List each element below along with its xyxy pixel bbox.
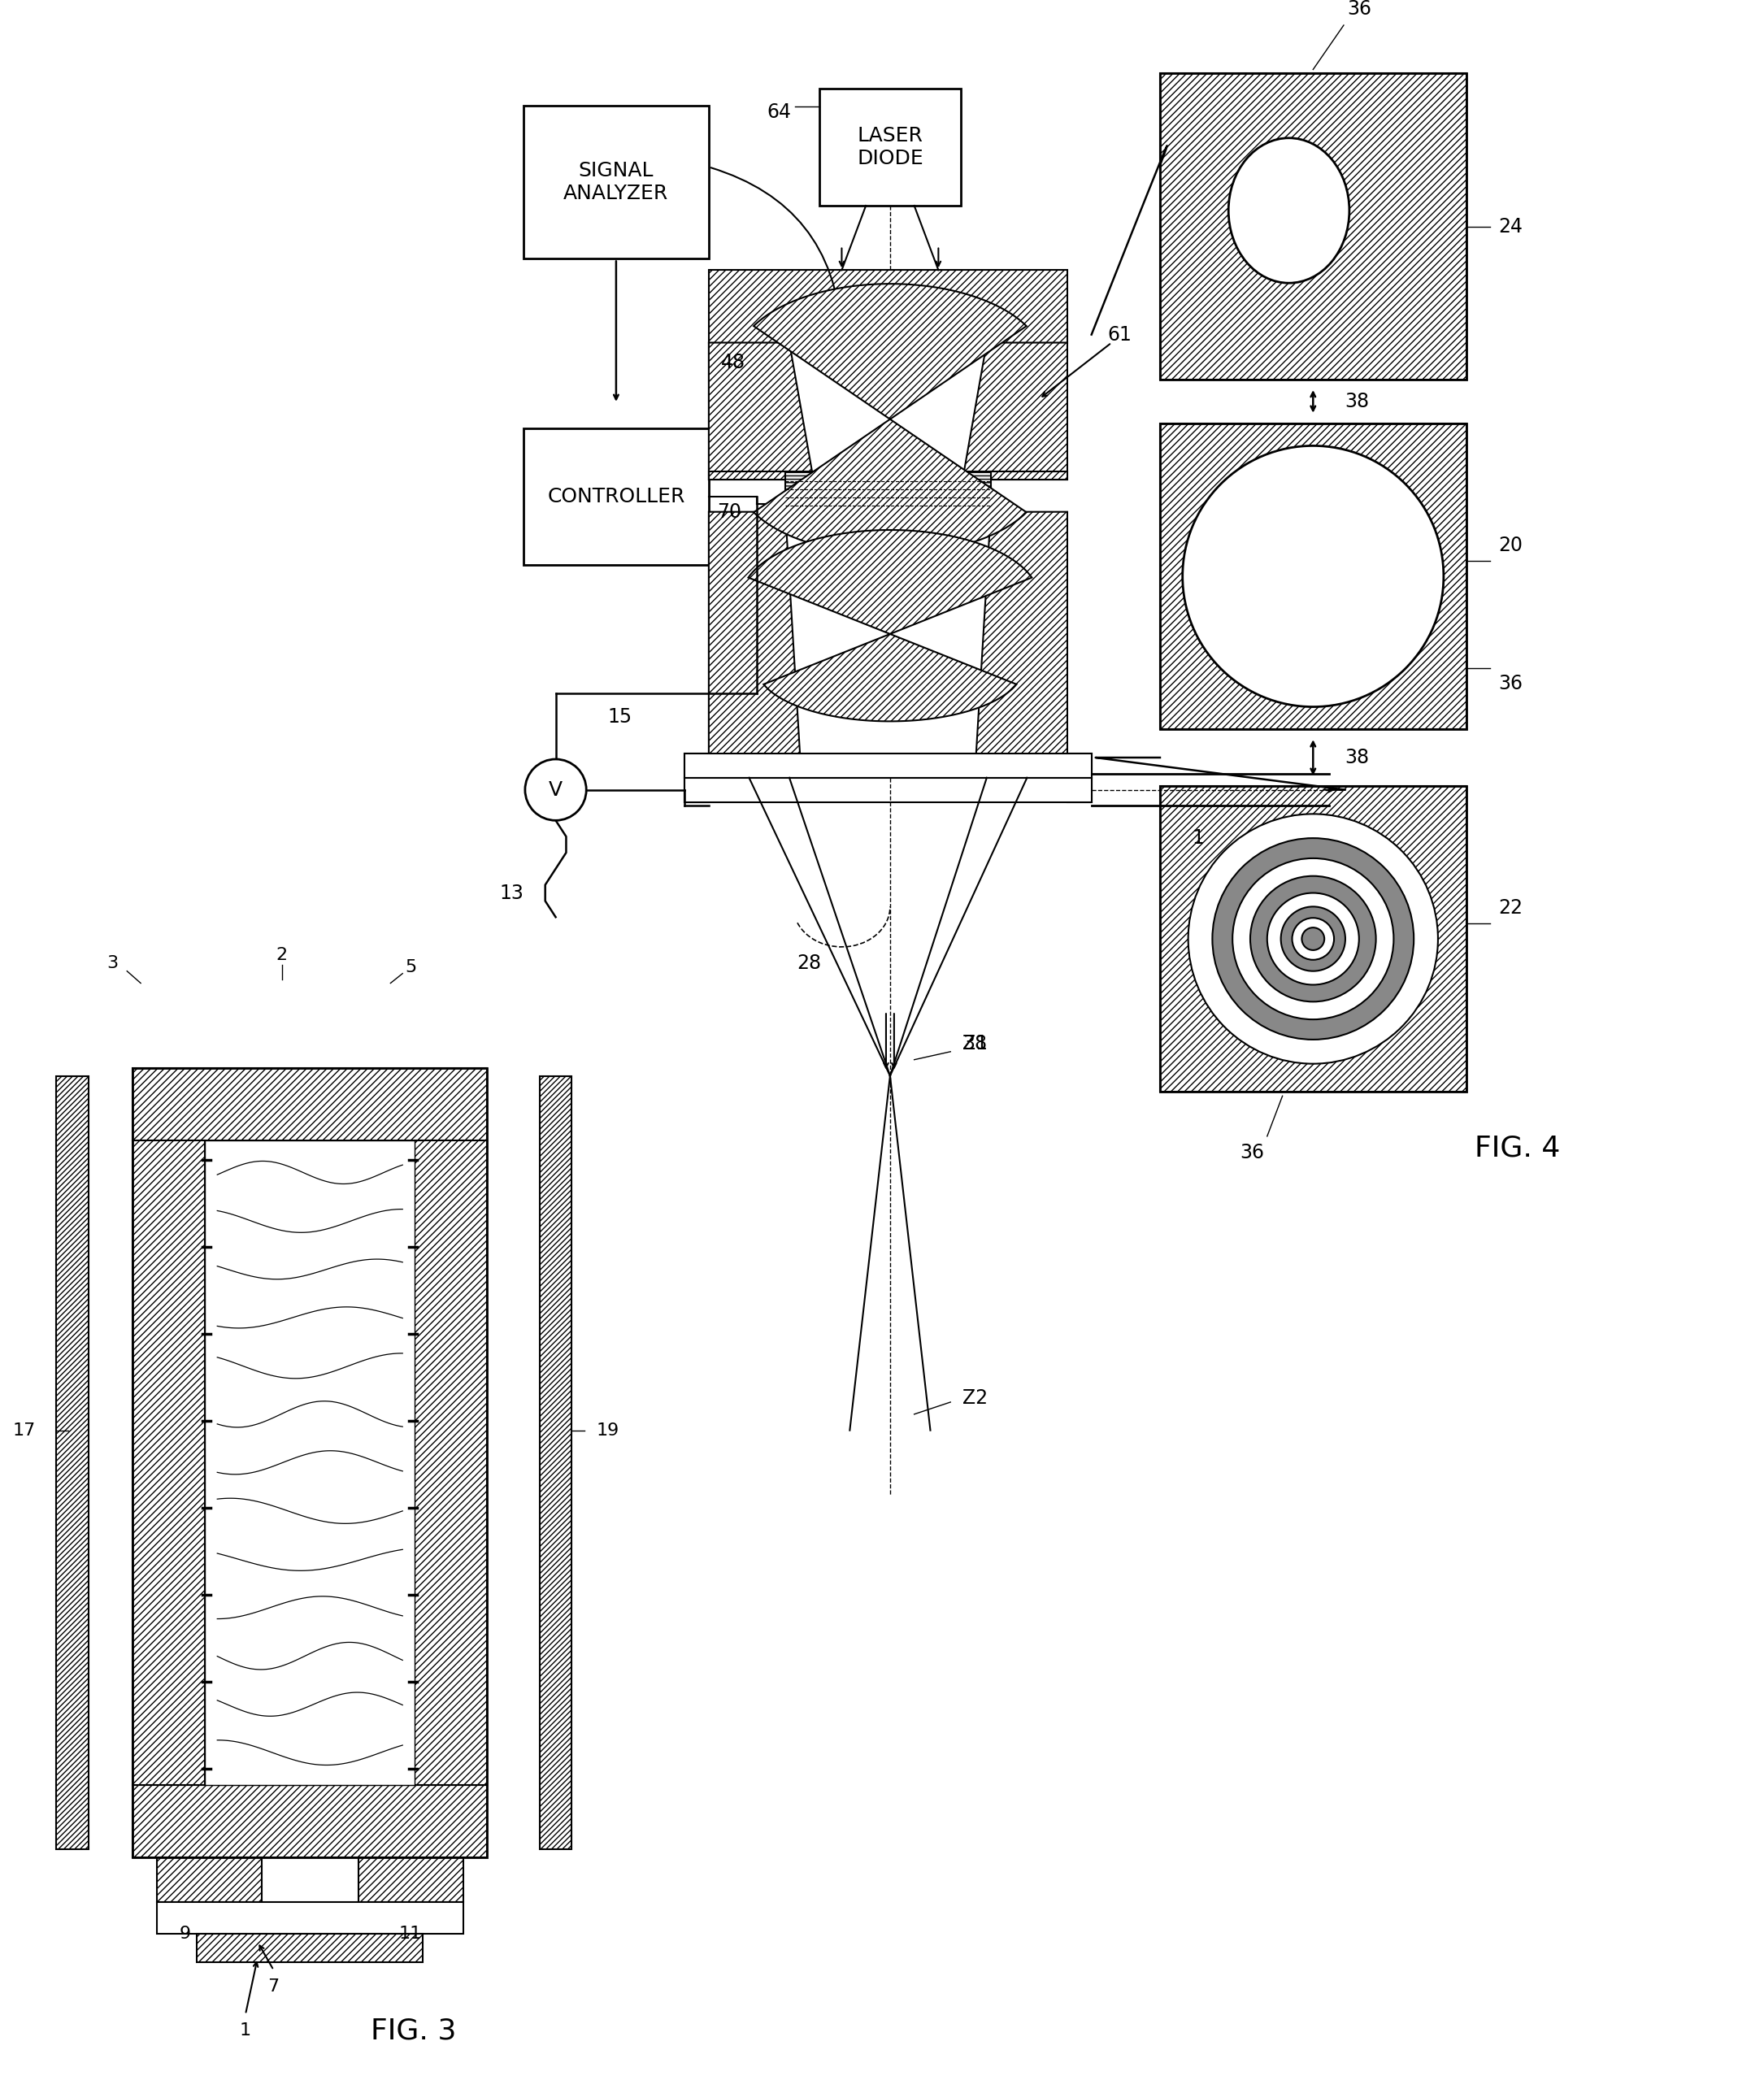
Text: 22: 22 xyxy=(1498,899,1522,918)
Circle shape xyxy=(1251,876,1376,1003)
Text: 15: 15 xyxy=(609,708,632,727)
Text: 17: 17 xyxy=(12,1422,35,1439)
Text: 7: 7 xyxy=(268,1978,279,1995)
Bar xyxy=(157,1858,261,1902)
Text: 13: 13 xyxy=(499,882,524,903)
Bar xyxy=(132,1067,487,1140)
Text: Z1: Z1 xyxy=(963,1034,988,1053)
Bar xyxy=(709,270,1067,343)
Text: 36: 36 xyxy=(1498,675,1522,693)
Bar xyxy=(132,1140,205,1785)
Circle shape xyxy=(1267,893,1358,984)
Bar xyxy=(524,428,709,565)
Text: 70: 70 xyxy=(716,502,741,521)
Text: V: V xyxy=(549,781,563,799)
Bar xyxy=(991,471,1067,480)
Text: 19: 19 xyxy=(596,1422,619,1439)
Text: FIG. 3: FIG. 3 xyxy=(370,2016,457,2045)
Text: 24: 24 xyxy=(1498,216,1522,237)
Bar xyxy=(524,106,709,260)
Text: 38: 38 xyxy=(1346,747,1369,768)
Polygon shape xyxy=(753,284,1027,554)
Text: CONTROLLER: CONTROLLER xyxy=(547,486,684,507)
Text: 38: 38 xyxy=(963,1034,986,1053)
Text: Z2: Z2 xyxy=(963,1389,988,1408)
Text: LASER
DIODE: LASER DIODE xyxy=(857,127,923,168)
Text: 28: 28 xyxy=(797,953,822,974)
Bar xyxy=(820,89,961,206)
Bar xyxy=(198,1935,423,1962)
Text: SIGNAL
ANALYZER: SIGNAL ANALYZER xyxy=(563,162,669,203)
Text: 36: 36 xyxy=(1240,1142,1265,1163)
FancyArrowPatch shape xyxy=(711,168,841,332)
Bar xyxy=(684,778,1092,801)
Bar xyxy=(132,1067,487,1858)
Text: 3: 3 xyxy=(108,955,118,972)
Text: 61: 61 xyxy=(1108,324,1132,345)
Text: 48: 48 xyxy=(721,353,744,372)
Bar xyxy=(1161,787,1466,1092)
Bar xyxy=(358,1858,462,1902)
Text: 64: 64 xyxy=(767,102,792,122)
Circle shape xyxy=(1281,907,1346,972)
Bar xyxy=(709,471,785,480)
Text: 1: 1 xyxy=(240,2022,250,2039)
Bar xyxy=(684,754,1092,778)
Polygon shape xyxy=(975,513,1067,778)
Bar xyxy=(684,754,709,801)
Polygon shape xyxy=(709,343,813,480)
Circle shape xyxy=(526,760,586,820)
Bar xyxy=(157,1902,462,1935)
Text: 9: 9 xyxy=(180,1927,191,1941)
Bar xyxy=(415,1140,487,1785)
Bar xyxy=(540,1075,572,1850)
Ellipse shape xyxy=(1228,137,1349,282)
Bar xyxy=(1161,73,1466,380)
Text: 5: 5 xyxy=(406,959,416,976)
Text: 20: 20 xyxy=(1498,536,1522,556)
Text: 11: 11 xyxy=(399,1927,422,1941)
Polygon shape xyxy=(748,529,1032,720)
Polygon shape xyxy=(963,343,1067,480)
Circle shape xyxy=(1302,928,1325,951)
Circle shape xyxy=(1291,918,1334,959)
Bar xyxy=(1067,754,1092,801)
Polygon shape xyxy=(709,513,801,778)
Bar xyxy=(1161,424,1466,729)
Bar xyxy=(205,1140,415,1785)
Bar xyxy=(785,471,991,513)
Circle shape xyxy=(1182,446,1443,706)
Circle shape xyxy=(1189,814,1438,1063)
Text: FIG. 4: FIG. 4 xyxy=(1475,1133,1559,1163)
Circle shape xyxy=(1233,857,1394,1019)
Text: 38: 38 xyxy=(1346,392,1369,411)
Text: 2: 2 xyxy=(275,947,288,963)
Bar xyxy=(1161,787,1466,1092)
Text: 36: 36 xyxy=(1346,0,1371,19)
Bar xyxy=(132,1785,487,1858)
Bar xyxy=(1161,424,1466,729)
Text: 1: 1 xyxy=(1192,828,1205,847)
Bar xyxy=(56,1075,88,1850)
Bar xyxy=(1161,73,1466,380)
Circle shape xyxy=(1212,839,1413,1040)
